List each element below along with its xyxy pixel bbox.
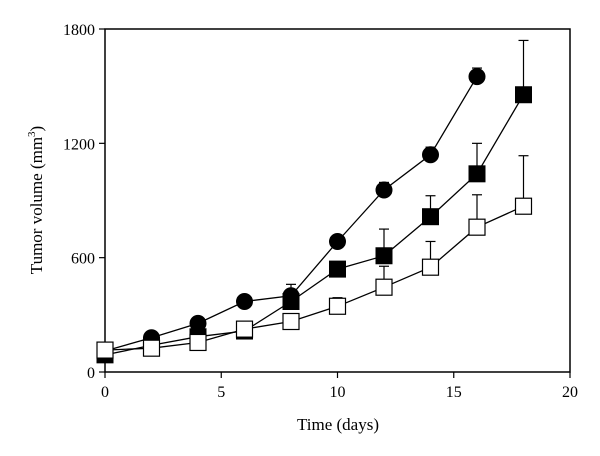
plot-frame <box>104 28 571 373</box>
data-point-circle <box>468 68 486 86</box>
x-axis-title: Time (days) <box>297 415 379 434</box>
data-point-filled-square <box>468 165 486 183</box>
data-point-open-square <box>235 320 254 338</box>
x-tick-label: 10 <box>330 384 346 401</box>
y-axis-title-main: Tumor volume (mm <box>27 137 46 274</box>
y-tick-label: 0 <box>87 365 95 382</box>
data-point-open-square <box>328 297 347 315</box>
y-tick-label: 1200 <box>63 136 95 153</box>
x-tick-label: 15 <box>446 384 462 401</box>
y-axis-ticks: 0 600 1200 1800 <box>63 22 105 382</box>
series-layer <box>96 39 533 364</box>
y-axis-title-close: ) <box>27 126 46 132</box>
data-point-filled-square <box>375 247 393 265</box>
data-point-open-square <box>142 339 161 357</box>
x-tick-label: 5 <box>217 384 225 401</box>
y-axis-title: Tumor volume (mm3) <box>26 126 46 274</box>
data-point-circle <box>236 292 253 310</box>
y-tick-label: 1800 <box>63 22 95 39</box>
series-line <box>104 94 525 356</box>
series-line <box>104 205 524 351</box>
data-point-open-square <box>189 333 207 352</box>
data-point-filled-square <box>282 292 300 310</box>
y-axis-title-superscript: 3 <box>26 131 38 137</box>
data-point-circle <box>375 181 393 199</box>
data-point-circle <box>329 232 346 250</box>
data-point-open-square <box>468 218 486 236</box>
data-point-open-square <box>282 312 300 331</box>
series-open-square <box>96 155 533 359</box>
data-point-open-square <box>514 197 533 215</box>
data-point-circle <box>422 146 439 164</box>
x-axis-ticks: 0 5 10 15 20 <box>101 372 578 401</box>
x-tick-label: 0 <box>101 384 109 401</box>
data-point-open-square <box>421 258 440 276</box>
data-point-open-square <box>96 341 114 359</box>
data-point-filled-square <box>515 86 532 104</box>
y-tick-label: 600 <box>71 251 95 268</box>
x-tick-label: 20 <box>562 384 578 401</box>
data-point-filled-square <box>329 260 346 278</box>
data-point-filled-square <box>422 208 439 226</box>
data-point-open-square <box>375 278 393 296</box>
